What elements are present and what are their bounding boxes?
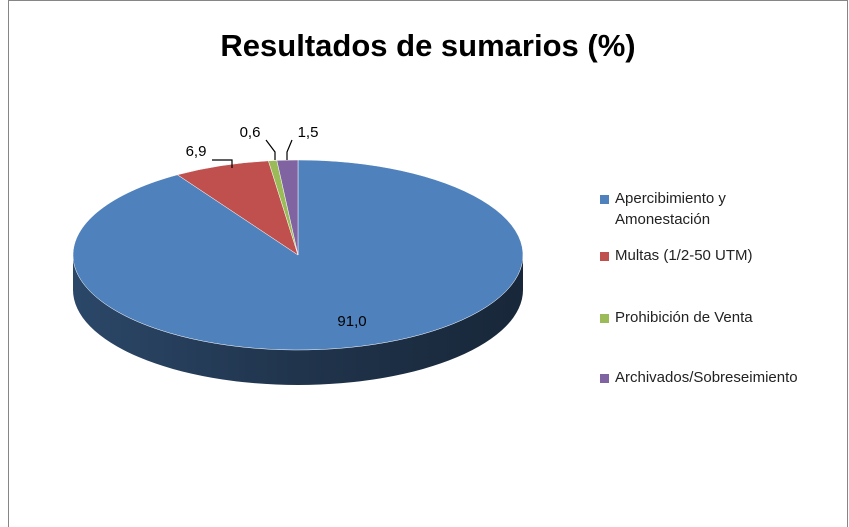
legend-item: Apercibimiento y Amonestación (600, 190, 815, 230)
legend-item: Prohibición de Venta (600, 309, 815, 328)
leader-line (265, 139, 276, 160)
data-label: 0,6 (240, 124, 261, 141)
legend-swatch (600, 374, 609, 383)
data-label: 91,0 (337, 313, 366, 330)
pie-slice (276, 159, 299, 256)
legend-swatch (600, 252, 609, 261)
chart-title: Resultados de sumarios (%) (220, 28, 635, 63)
legend-label: Multas (1/2-50 UTM) (615, 247, 753, 264)
leader-line (212, 159, 233, 168)
legend-swatch (600, 195, 609, 204)
legend-label: Prohibición de Venta (615, 309, 753, 326)
legend-swatch (600, 314, 609, 323)
legend-item: Archivados/Sobreseimiento (600, 369, 815, 388)
legend-item: Multas (1/2-50 UTM) (600, 247, 815, 266)
leader-line (286, 139, 293, 160)
data-label: 6,9 (186, 143, 207, 160)
legend-label: Apercibimiento y Amonestación (615, 190, 726, 228)
data-label: 1,5 (298, 124, 319, 141)
legend-label: Archivados/Sobreseimiento (615, 369, 798, 386)
pie-slice (72, 159, 524, 351)
pie-side (73, 255, 523, 385)
